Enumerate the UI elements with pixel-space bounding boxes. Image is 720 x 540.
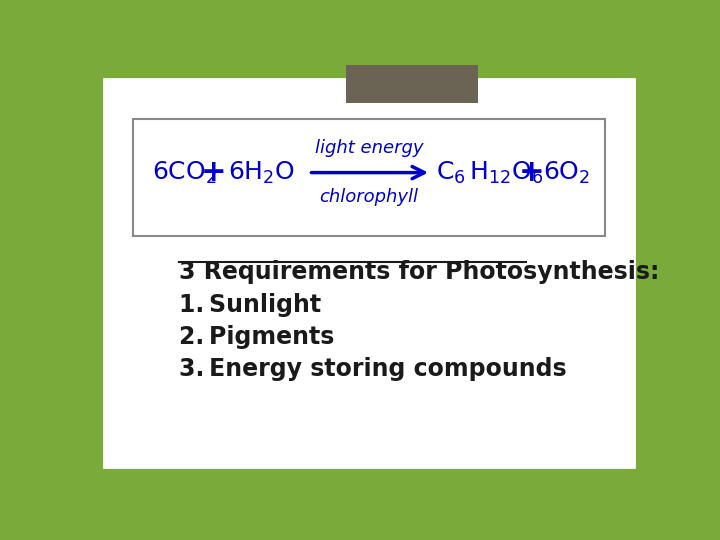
Text: $\mathsf{6O_2}$: $\mathsf{6O_2}$ bbox=[544, 159, 590, 186]
Text: 3 Requirements for Photosynthesis:: 3 Requirements for Photosynthesis: bbox=[179, 260, 660, 284]
Text: $\mathsf{C_6\,H_{12}O_6}$: $\mathsf{C_6\,H_{12}O_6}$ bbox=[436, 159, 544, 186]
Text: 1. Sunlight: 1. Sunlight bbox=[179, 293, 321, 317]
Text: $\bf{+}$: $\bf{+}$ bbox=[200, 158, 225, 187]
Text: $\mathsf{6H_2O}$: $\mathsf{6H_2O}$ bbox=[228, 159, 295, 186]
Text: chlorophyll: chlorophyll bbox=[320, 188, 418, 206]
Text: $\bf{+}$: $\bf{+}$ bbox=[518, 158, 542, 187]
Bar bbox=[132, 119, 606, 236]
Text: light energy: light energy bbox=[315, 139, 423, 157]
Bar bbox=[346, 63, 477, 103]
Text: 2. Pigments: 2. Pigments bbox=[179, 325, 335, 349]
Text: $\mathsf{6CO_2}$: $\mathsf{6CO_2}$ bbox=[152, 159, 217, 186]
Text: 3. Energy storing compounds: 3. Energy storing compounds bbox=[179, 357, 567, 381]
